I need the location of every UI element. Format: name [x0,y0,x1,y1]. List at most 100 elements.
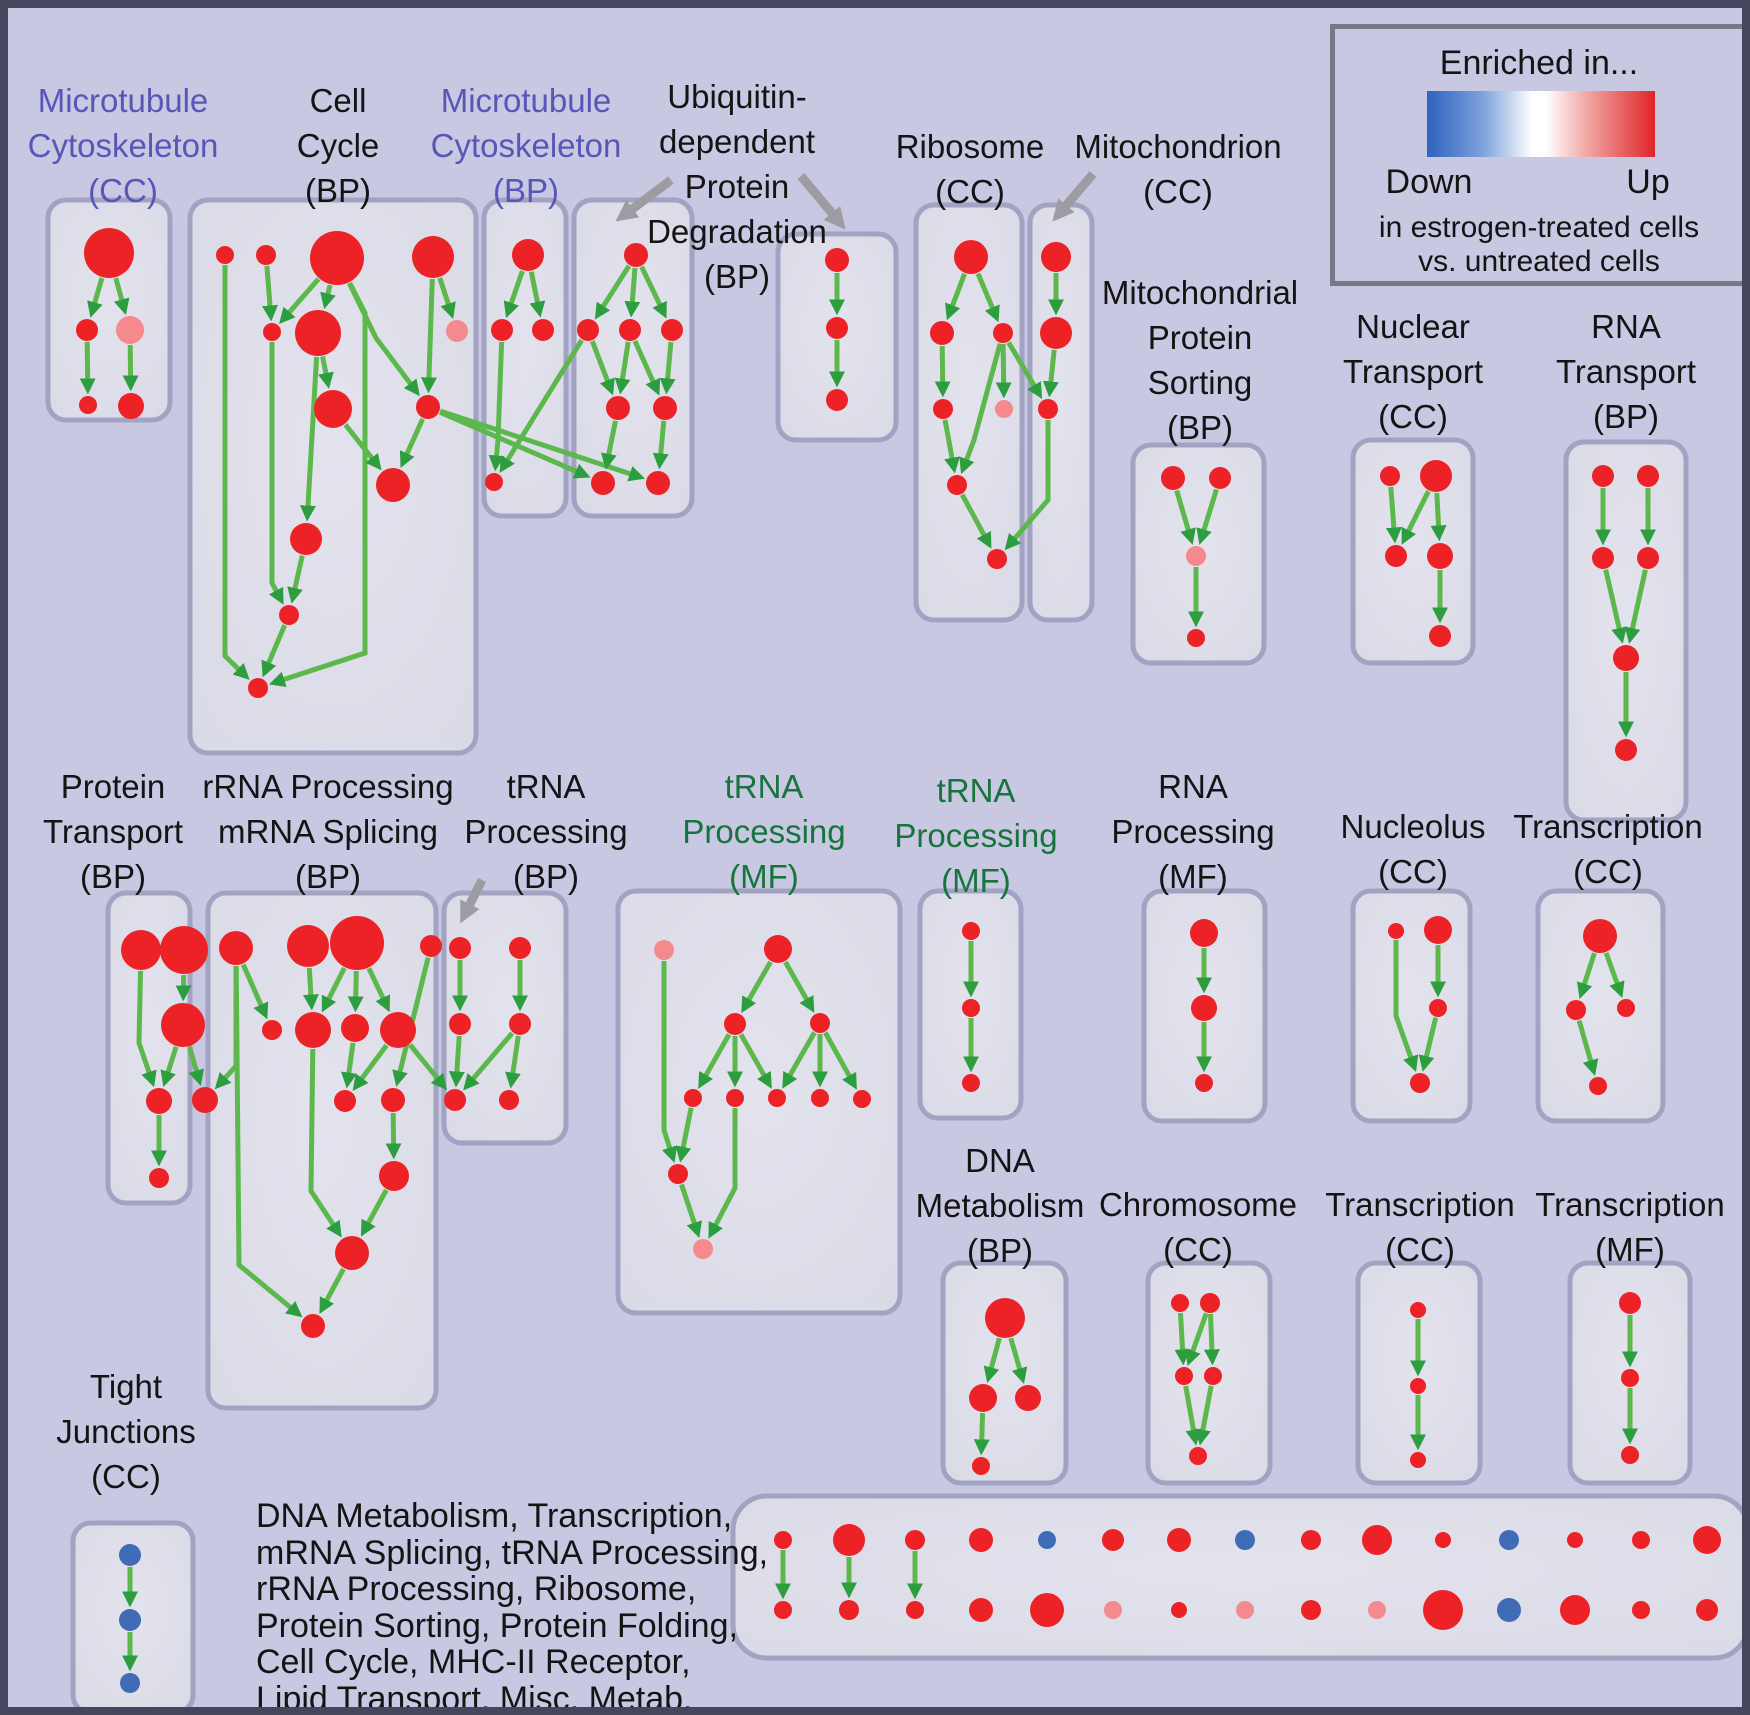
legend: Enriched in... Down Up in estrogen-treat… [1330,24,1742,286]
go-term-node [121,930,161,970]
go-term-node [263,323,281,341]
go-term-node [724,1013,746,1035]
relation-edge [343,423,382,471]
go-term-node [1410,1452,1426,1468]
go-term-node [1410,1378,1426,1394]
relation-edge [1195,1385,1214,1446]
go-term-node [1499,1530,1519,1550]
go-term-node [1435,1532,1451,1548]
annotation-arrows [460,171,1097,924]
relation-edge [261,624,288,678]
footnote-line: mRNA Splicing, tRNA Processing, [256,1533,769,1572]
relation-edge [942,419,960,474]
go-term-node [1030,1593,1064,1627]
go-term-node [1429,625,1451,647]
go-term-node [905,1530,925,1550]
go-term-node [334,1090,356,1112]
go-term-node [1696,1599,1718,1621]
relation-edge [268,342,284,605]
relation-edge [438,409,591,479]
go-term-node [993,323,1013,343]
go-term-node [1171,1602,1187,1618]
go-term-node [853,1090,871,1108]
go-term-node [376,468,410,502]
legend-subtitle-2: vs. untreated cells [1418,245,1660,278]
go-term-node [947,475,967,495]
relation-edge [973,1412,990,1456]
relation-edge [233,965,303,1318]
legend-down-label: Down [1385,163,1473,201]
go-term-node [1637,465,1659,487]
go-term-node [825,248,849,272]
footnote-line: Cell Cycle, MHC-II Receptor, [256,1643,691,1681]
go-term-node [1497,1598,1521,1622]
go-term-node [1619,1292,1641,1314]
go-term-node [1613,645,1639,671]
go-term-node [146,1088,172,1114]
relation-edge [503,270,525,319]
go-term-node [1038,1531,1056,1549]
relation-edge [1624,569,1648,644]
legend-title: Enriched in... [1439,44,1639,82]
go-term-node [1693,1526,1721,1554]
relation-edge [959,342,1003,475]
go-term-node [1617,999,1635,1017]
go-term-node [79,396,97,414]
go-term-node [381,1088,405,1112]
relation-edge [499,338,584,473]
relation-edge [79,341,96,395]
go-term-node [341,1014,369,1042]
go-term-node [774,1601,792,1619]
relation-edge [321,966,347,1013]
go-term-node [116,316,144,344]
go-term-node [161,1003,205,1047]
legend-subtitle-1: in estrogen-treated cells [1378,211,1700,244]
go-term-node [933,399,953,419]
relation-edge [624,267,641,318]
go-term-node [619,319,641,341]
go-term-node [295,310,341,356]
relation-edge [1008,1337,1028,1384]
cluster-box-trans_cc_mid [1535,888,1666,1124]
relation-edge [505,1035,521,1089]
cluster-box-nuc_trans [1350,437,1476,666]
go-term-node [1161,466,1185,490]
go-term-node [839,1600,859,1620]
go-term-node [412,236,454,278]
relation-edge [136,970,157,1088]
go-term-nodes [76,228,1721,1693]
relation-edge [1418,1017,1439,1072]
footnote-line: DNA Metabolism, Transcription, [256,1497,733,1535]
relation-edge [782,1031,817,1089]
go-term-node [764,935,792,963]
relation-edge [589,340,615,396]
relation-edge [408,1043,448,1091]
relation-edge [945,272,967,321]
go-term-node [248,678,268,698]
trna-bp-pointer-icon [460,877,487,924]
relation-edge [823,1031,857,1090]
go-term-node [972,1457,990,1475]
go-term-node [1187,629,1205,647]
relation-edge [1006,341,1043,399]
go-term-node [1632,1601,1650,1619]
relation-edge [741,960,773,1014]
footnote-line: Protein Sorting, Protein Folding, [256,1606,738,1645]
go-term-node [379,1161,409,1191]
go-term-node [1186,546,1206,566]
go-term-node [591,471,615,495]
go-term-node [256,245,276,265]
go-term-node [1301,1530,1321,1550]
go-term-node [118,393,144,419]
relation-edge [679,1183,702,1238]
go-term-node [774,1531,792,1549]
relation-edge [261,265,278,322]
go-term-node [84,228,134,278]
mitochondrion-pointer-icon [1052,171,1097,222]
relation-edge [1004,420,1051,551]
go-term-node [1368,1601,1386,1619]
relation-edge [1430,492,1447,542]
go-term-node [509,1013,531,1035]
go-term-node [768,1089,786,1107]
go-term-node [969,1598,993,1622]
